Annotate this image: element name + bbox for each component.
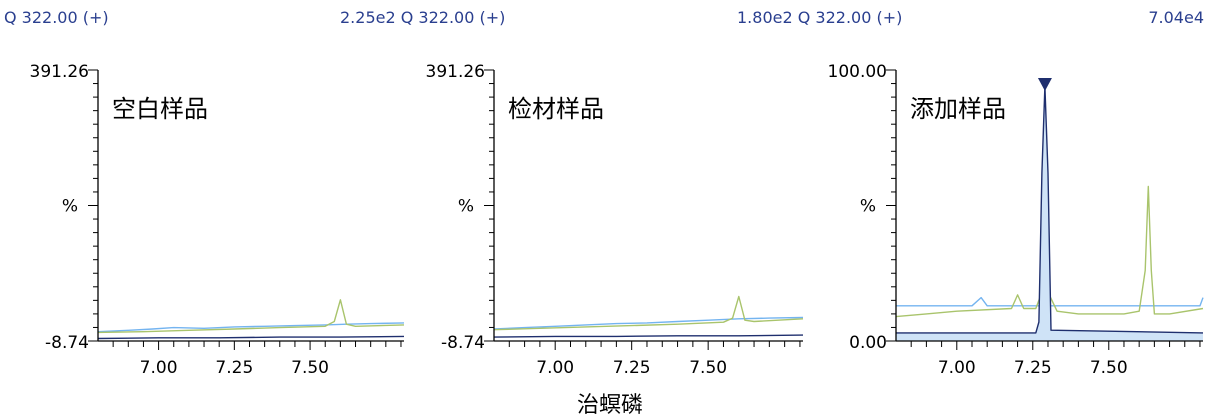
x-tick-label: 7.00 (140, 358, 178, 378)
series-line-2 (97, 299, 405, 334)
series-line-2 (493, 295, 804, 331)
x-tick-label: 7.25 (215, 358, 253, 378)
series-line-1 (896, 296, 1204, 307)
x-tick-label: 7.50 (291, 358, 329, 378)
x-axis-title: 治螟磷 (577, 393, 643, 416)
panel-title: 检材样品 (508, 95, 604, 123)
panel-title: 空白样品 (112, 95, 208, 123)
x-tick-label: 7.00 (536, 358, 574, 378)
series-line-3 (493, 334, 804, 338)
panel-title: 添加样品 (910, 95, 1006, 123)
y-axis-label: % (62, 197, 78, 217)
y-axis-label: % (860, 197, 876, 217)
y-axis-label: % (458, 197, 474, 217)
y-tick-label-top: 391.26 (30, 62, 89, 82)
x-tick-label: 7.25 (1014, 358, 1052, 378)
series-line-1 (97, 322, 405, 333)
x-tick-label: 7.50 (689, 358, 727, 378)
x-tick-label: 7.50 (1090, 358, 1128, 378)
series-line-1 (493, 316, 804, 330)
header-panel-2: 2.25e2 Q 322.00 (+) (340, 8, 506, 27)
header-right: 7.04e4 (1148, 8, 1204, 27)
y-tick-label-bottom: -8.74 (45, 333, 89, 353)
y-tick-label-bottom: 0.00 (849, 333, 887, 353)
header-left: Q 322.00 (+) (4, 8, 109, 27)
chart-panel-2: 391.26 -8.74% 7.00 7.25 7.50 检材样品 (426, 62, 804, 378)
header-panel-3: 1.80e2 Q 322.00 (+) (737, 8, 903, 27)
chart-panel-3: 100.00 0.00% 7.00 7.25 7.50 添加样品 (828, 62, 1204, 378)
y-tick-label-top: 391.26 (426, 62, 485, 82)
series-fill-peak (896, 86, 1203, 341)
series-line-2 (895, 185, 1204, 318)
y-tick-label-bottom: -8.74 (441, 333, 485, 353)
chart-panel-1: 391.26 -8.74% 7.00 7.25 7.50 空白样品 (30, 62, 405, 378)
x-tick-label: 7.25 (613, 358, 651, 378)
series-line-3 (97, 335, 405, 340)
y-tick-label-top: 100.00 (828, 62, 887, 82)
x-tick-label: 7.00 (938, 358, 976, 378)
series-line-3 (896, 85, 1204, 334)
peak-marker-icon (1037, 78, 1052, 91)
